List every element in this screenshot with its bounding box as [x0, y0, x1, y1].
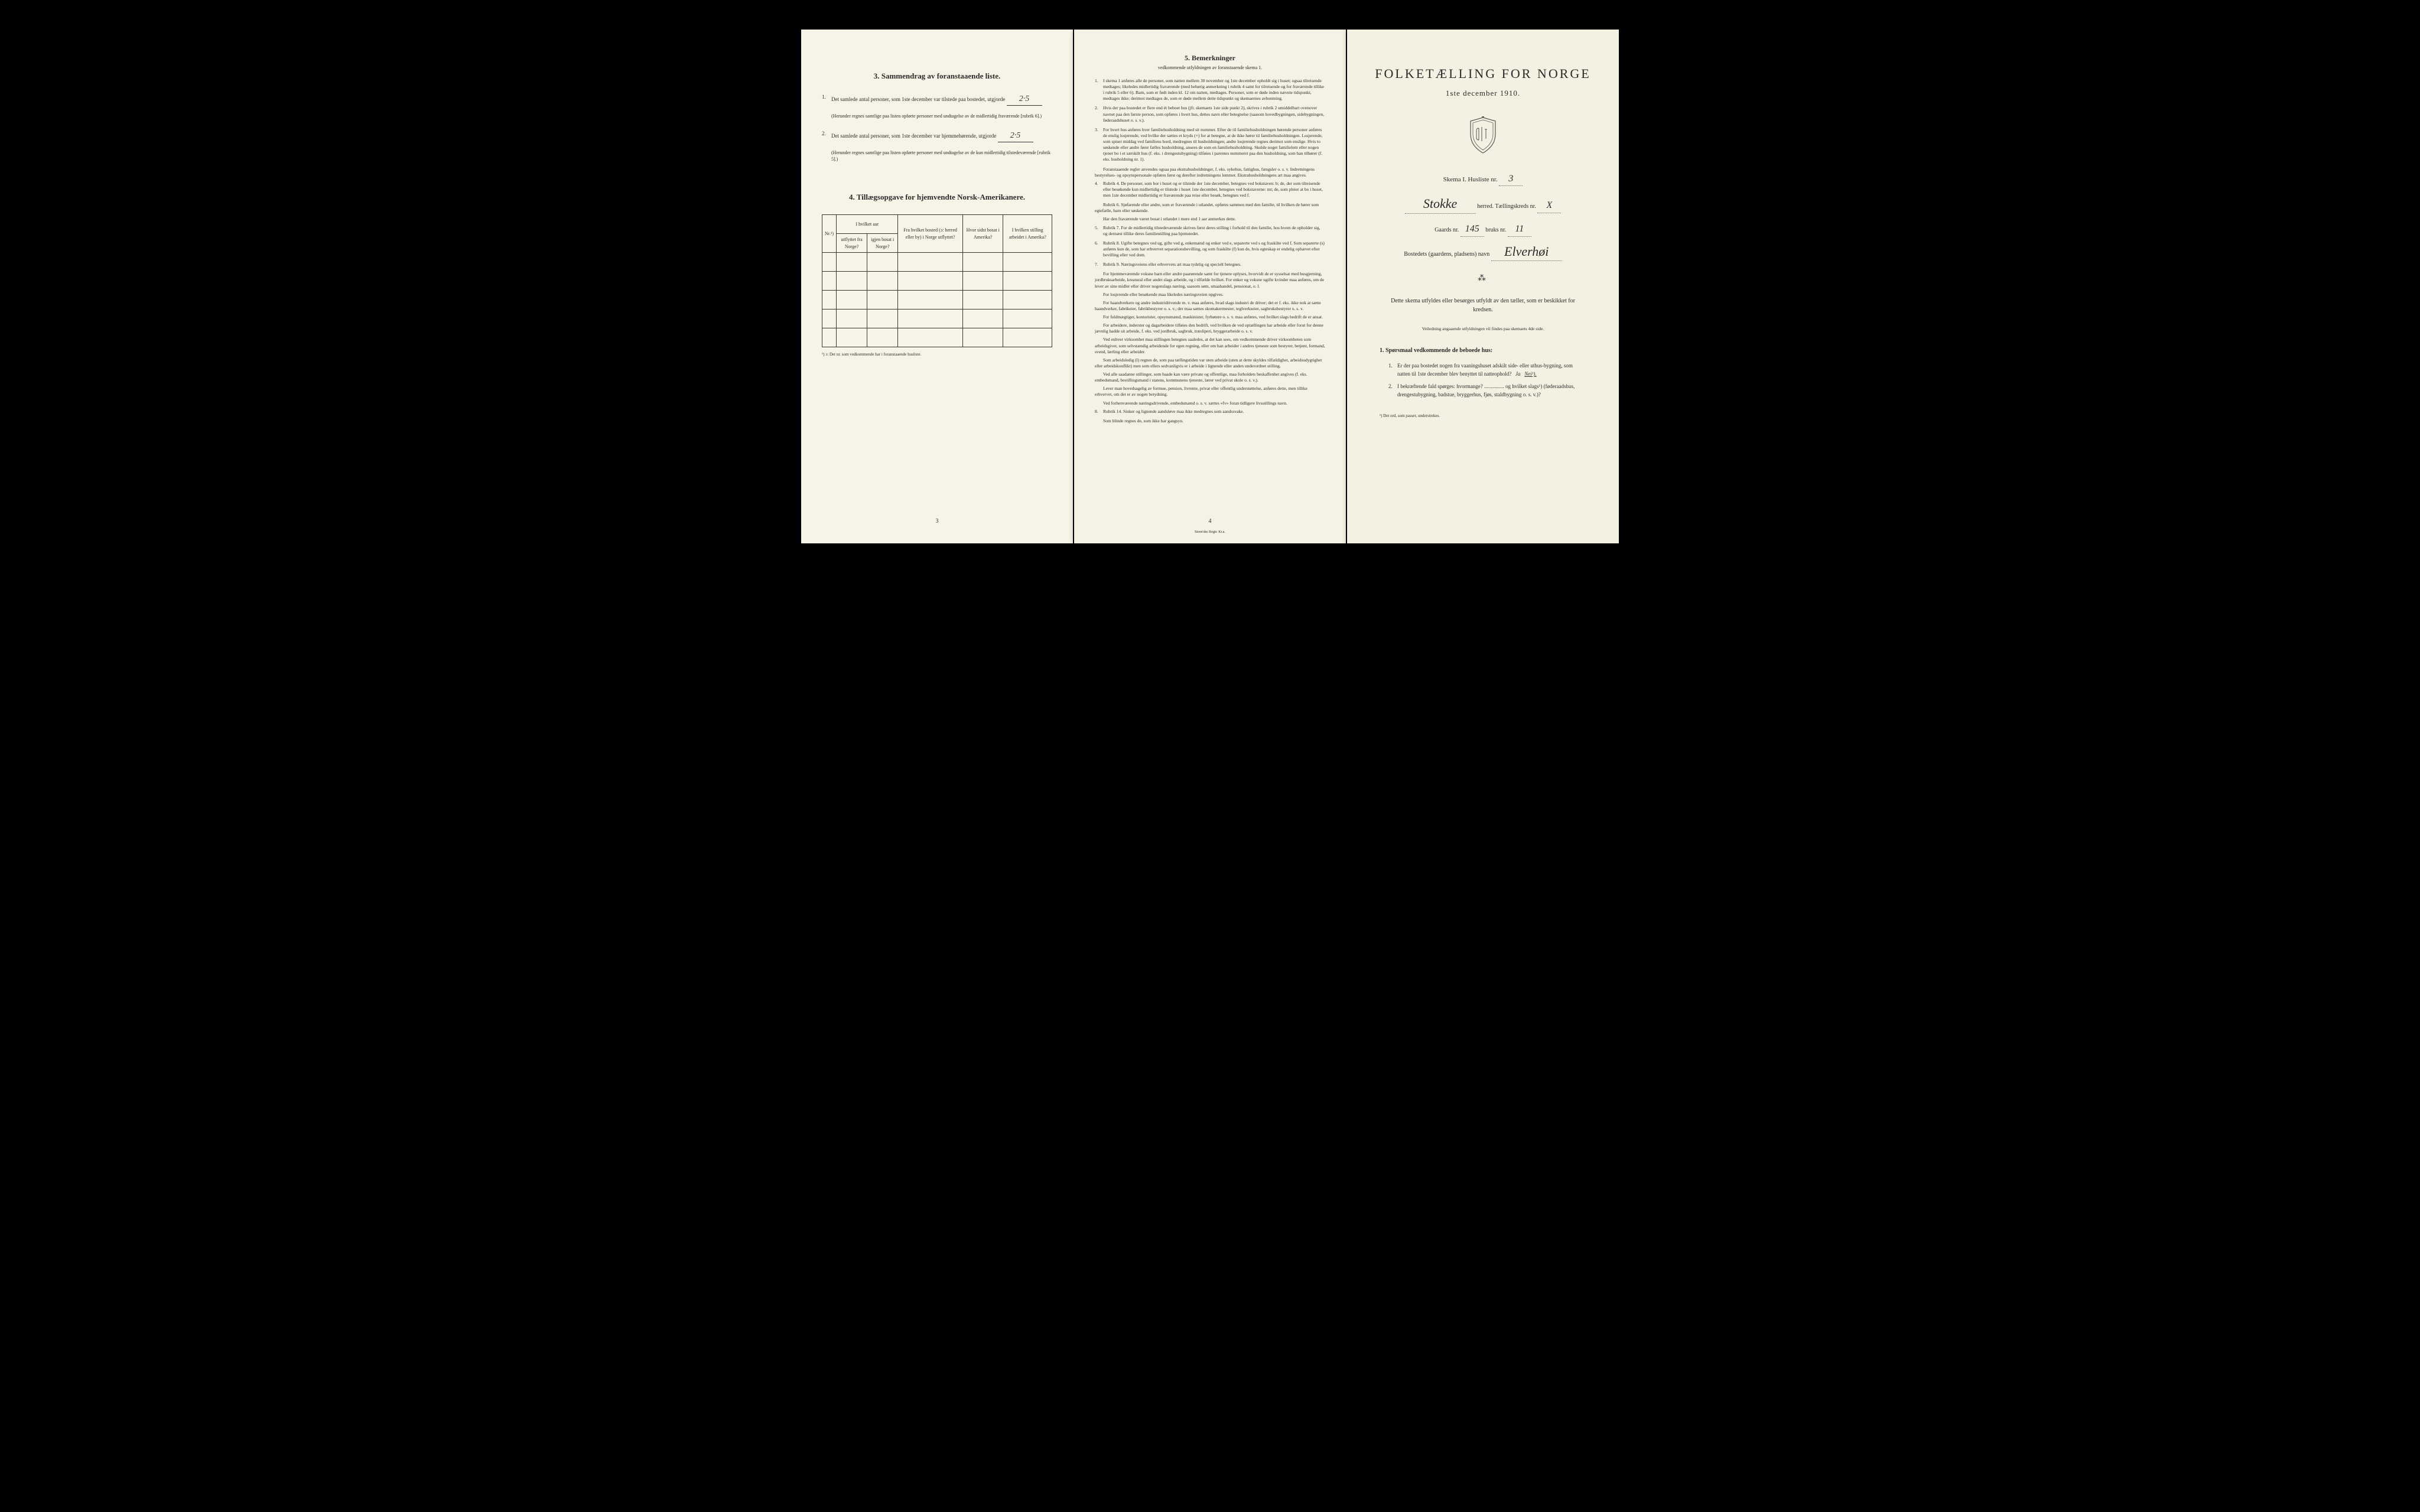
th-amerika: Hvor sidst bosat i Amerika? [962, 215, 1003, 253]
skema-line: Skema I. Husliste nr. 3 [1368, 172, 1598, 186]
bemerk-list: 1.I skema 1 anføres alle de personer, so… [1095, 78, 1325, 424]
bemerk-item: 8.Rubrik 14. Sinker og lignende aandsløv… [1095, 409, 1325, 415]
sp-number: 2. [1388, 383, 1393, 391]
th-bosat: igjen bosat i Norge? [867, 234, 898, 253]
bemerk-item: Ved enhver virksomhet maa stillingen bet… [1095, 337, 1325, 354]
herunder-2: (Herunder regnes samtlige paa listen opf… [831, 149, 1052, 162]
bemerk-item: 6.Rubrik 8. Ugifte betegnes ved ug, gift… [1095, 240, 1325, 258]
th-bosted: Fra hvilket bosted (ɔ: herred eller by) … [898, 215, 963, 253]
item1-value: 2·5 [1007, 93, 1042, 106]
herred-label: herred. Tællingskreds nr. [1477, 203, 1536, 210]
bemerk-item: 4.Rubrik 4. De personer, som bor i huset… [1095, 181, 1325, 198]
herunder-1: (Herunder regnes samtlige paa listen opf… [831, 113, 1052, 119]
bemerk-item: For hjemmeværende voksne barn eller andr… [1095, 271, 1325, 289]
bemerk-item: Foranstaaende regler anvendes ogsaa paa … [1095, 167, 1325, 178]
item2-text: Det samlede antal personer, som 1ste dec… [831, 133, 996, 139]
summary-item-1: 1. Det samlede antal personer, som 1ste … [822, 93, 1052, 106]
bemerk-item: 2.Hvis der paa bostedet er flere end ét … [1095, 105, 1325, 123]
bemerk-title: 5. Bemerkninger [1095, 53, 1325, 63]
tellingskreds-nr: X [1537, 199, 1561, 213]
instruction-text: Dette skema utfyldes eller besørges utfy… [1385, 296, 1580, 314]
bemerk-item: Som arbeidsledig (l) regnes de, som paa … [1095, 357, 1325, 369]
table-row [822, 272, 1052, 291]
bemerk-item: 5.Rubrik 7. For de midlertidig tilstedev… [1095, 225, 1325, 237]
bosted-label: Bostedets (gaardens, pladsens) navn [1404, 251, 1489, 258]
bemerk-item: 7.Rubrik 9. Næringsveiens eller erhverve… [1095, 262, 1325, 268]
ja-option: Ja [1515, 371, 1521, 377]
page-4: 5. Bemerkninger vedkommende utfyldningen… [1074, 30, 1346, 543]
bosted-line: Bostedets (gaardens, pladsens) navn Elve… [1368, 243, 1598, 262]
bruks-label: bruks nr. [1485, 227, 1506, 233]
table-row [822, 309, 1052, 328]
date-line: 1ste december 1910. [1368, 88, 1598, 99]
herred-line: Stokke herred. Tællingskreds nr. X [1368, 195, 1598, 214]
gaards-line: Gaards nr. 145 bruks nr. 11 [1368, 223, 1598, 236]
document-container: 3. Sammendrag av foranstaaende liste. 1.… [801, 30, 1619, 543]
bemerk-item: For arbeidere, inderster og dagarbeidere… [1095, 322, 1325, 334]
veiledning-text: Veiledning angaaende utfyldningen vil fi… [1368, 326, 1598, 333]
husliste-nr: 3 [1499, 172, 1523, 186]
bemerk-item: 1.I skema 1 anføres alle de personer, so… [1095, 78, 1325, 102]
sporsmaal-header: 1. Spørsmaal vedkommende de beboede hus: [1380, 347, 1598, 355]
bemerk-item: Lever man hovedsagelig av formue, pensio… [1095, 386, 1325, 397]
coat-of-arms-icon [1467, 116, 1500, 155]
page-3: 3. Sammendrag av foranstaaende liste. 1.… [801, 30, 1073, 543]
divider-ornament: ⁂ [1368, 273, 1598, 285]
herred-name: Stokke [1405, 195, 1476, 214]
bemerk-item: Ved alle saadanne stillinger, som baade … [1095, 372, 1325, 383]
bemerk-item: Ved forhenværende næringsdrivende, embed… [1095, 400, 1325, 406]
sporsmaal-1: 1. Er der paa bostedet nogen fra vaaning… [1388, 362, 1586, 378]
bemerk-item: Rubrik 6. Sjøfarende eller andre, som er… [1095, 202, 1325, 214]
th-utflyttet: utflyttet fra Norge? [837, 234, 867, 253]
bemerk-item: For fuldmægtiger, kontorister, opsynsmæn… [1095, 314, 1325, 320]
table-row [822, 291, 1052, 309]
bosted-name: Elverhøi [1491, 243, 1562, 262]
bemerk-item: 3.For hvert hus anføres hver familiehush… [1095, 127, 1325, 163]
bemerk-subtitle: vedkommende utfyldningen av foranstaaend… [1095, 64, 1325, 71]
bruks-nr: 11 [1508, 223, 1531, 236]
nei-option: Nei¹). [1524, 371, 1536, 377]
section4-title: 4. Tillægsopgave for hjemvendte Norsk-Am… [822, 192, 1052, 203]
bemerk-item: Har den fraværende været bosat i utlande… [1095, 216, 1325, 222]
gaards-label: Gaards nr. [1435, 227, 1459, 233]
skema-label: Skema I. Husliste nr. [1443, 176, 1498, 183]
item1-text: Det samlede antal personer, som 1ste dec… [831, 96, 1005, 102]
tillaeg-table: Nr.¹) I hvilket aar Fra hvilket bosted (… [822, 214, 1052, 347]
shield-icon [1467, 116, 1500, 155]
table-note: ¹) ɔ: Det nr. som vedkommende har i fora… [822, 352, 1052, 358]
th-aar: I hvilket aar [837, 215, 898, 234]
printer-note: Steen'ske Bogtr. Kr.a. [1195, 530, 1225, 535]
sporsmaal-2: 2. I bekræftende fald spørges: hvormange… [1388, 383, 1586, 399]
bemerk-item: For losjerende eller besøkende maa likel… [1095, 292, 1325, 298]
item-number: 2. [822, 130, 826, 138]
bemerk-item: For haandverkere og andre industridriven… [1095, 300, 1325, 312]
page-number: 4 [1209, 517, 1212, 526]
sp-number: 1. [1388, 362, 1393, 370]
page-number: 3 [936, 517, 939, 526]
table-row [822, 253, 1052, 272]
summary-item-2: 2. Det samlede antal personer, som 1ste … [822, 130, 1052, 142]
sp1-text: Er der paa bostedet nogen fra vaaningshu… [1397, 363, 1573, 377]
item-number: 1. [822, 93, 826, 101]
th-nr: Nr.¹) [822, 215, 837, 253]
page-1: FOLKETÆLLING FOR NORGE 1ste december 191… [1347, 30, 1619, 543]
th-stilling: I hvilken stilling arbeidet i Amerika? [1003, 215, 1052, 253]
footnote: ¹) Det ord, som passer, understrekes. [1380, 413, 1586, 419]
main-title: FOLKETÆLLING FOR NORGE [1368, 65, 1598, 83]
section3-title: 3. Sammendrag av foranstaaende liste. [822, 71, 1052, 82]
bemerk-item: Som blinde regnes de, som ikke har gangs… [1095, 418, 1325, 424]
table-row [822, 328, 1052, 347]
item2-value: 2·5 [998, 130, 1033, 142]
sp2-text: I bekræftende fald spørges: hvormange? .… [1397, 383, 1575, 397]
gaards-nr: 145 [1461, 223, 1484, 236]
